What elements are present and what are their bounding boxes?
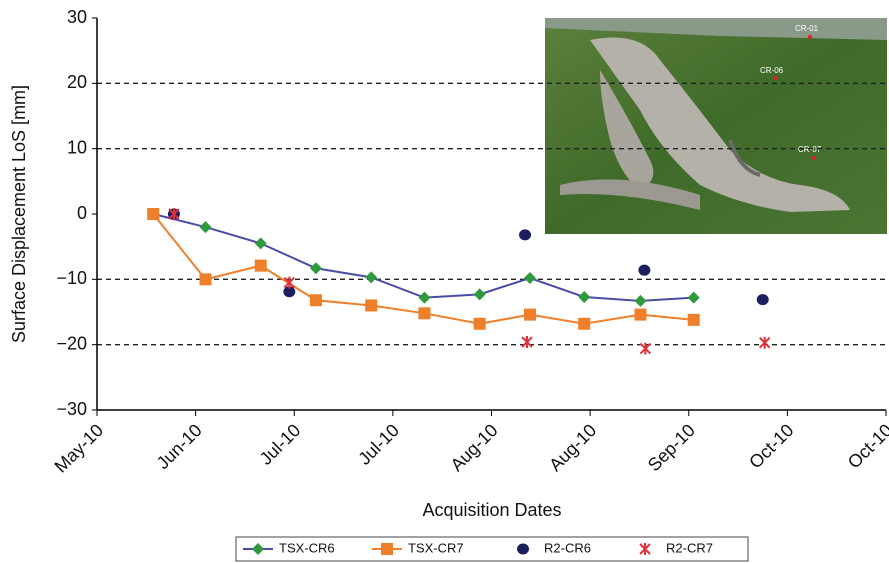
marker	[199, 273, 211, 285]
marker	[474, 318, 486, 330]
marker	[199, 221, 211, 233]
marker	[284, 277, 294, 289]
marker	[524, 272, 536, 284]
marker	[365, 271, 377, 283]
legend-marker	[517, 544, 529, 555]
inset-label: CR-06	[760, 66, 784, 75]
y-tick-label: 30	[67, 7, 87, 27]
marker	[418, 292, 430, 304]
marker	[578, 291, 590, 303]
marker	[255, 237, 267, 249]
legend-marker	[381, 543, 393, 555]
legend-label: R2-CR6	[544, 540, 591, 555]
marker	[519, 229, 531, 240]
y-tick-label: −30	[56, 399, 87, 419]
marker	[310, 262, 322, 274]
page: {"chart_data": {"type": "line", "x_label…	[0, 0, 889, 563]
x-tick-label: Aug-10	[545, 420, 600, 475]
y-tick-label: −10	[56, 268, 87, 288]
x-tick-label: Jun-10	[153, 420, 206, 473]
x-tick-label: Aug-10	[446, 420, 501, 475]
y-axis-label: Surface Displacement LoS [mm]	[9, 85, 29, 343]
x-tick-label: Jul-10	[256, 420, 305, 469]
marker	[578, 318, 590, 330]
marker	[638, 265, 650, 276]
marker	[147, 208, 159, 220]
inset-photo	[545, 18, 887, 234]
marker	[640, 343, 650, 355]
y-tick-label: 10	[67, 137, 87, 157]
y-tick-label: −20	[56, 333, 87, 353]
x-tick-label: May-10	[51, 420, 108, 477]
y-tick-label: 0	[77, 203, 87, 223]
marker	[760, 337, 770, 349]
marker	[474, 288, 486, 300]
inset-label: CR-01	[795, 24, 819, 33]
legend-label: R2-CR7	[666, 540, 713, 555]
x-tick-label: Jul-10	[354, 420, 403, 469]
x-tick-label: Oct-10	[745, 420, 797, 472]
marker	[634, 309, 646, 321]
marker	[310, 294, 322, 306]
marker	[418, 307, 430, 319]
inset-label: CR-07	[798, 145, 822, 154]
marker	[365, 299, 377, 311]
y-tick-label: 20	[67, 72, 87, 92]
x-axis-label: Acquisition Dates	[422, 500, 561, 520]
chart: CR-01 CR-06 CR-07 Surface Displacement L…	[0, 0, 889, 563]
x-tick-label: Sep-10	[644, 420, 699, 475]
marker	[688, 292, 700, 304]
marker	[634, 295, 646, 307]
marker	[524, 309, 536, 321]
marker	[688, 314, 700, 326]
legend-label: TSX-CR7	[408, 540, 464, 555]
marker	[757, 294, 769, 305]
legend-label: TSX-CR6	[279, 540, 335, 555]
x-tick-label: Oct-10	[844, 420, 889, 472]
marker	[522, 336, 532, 348]
marker	[255, 260, 267, 272]
